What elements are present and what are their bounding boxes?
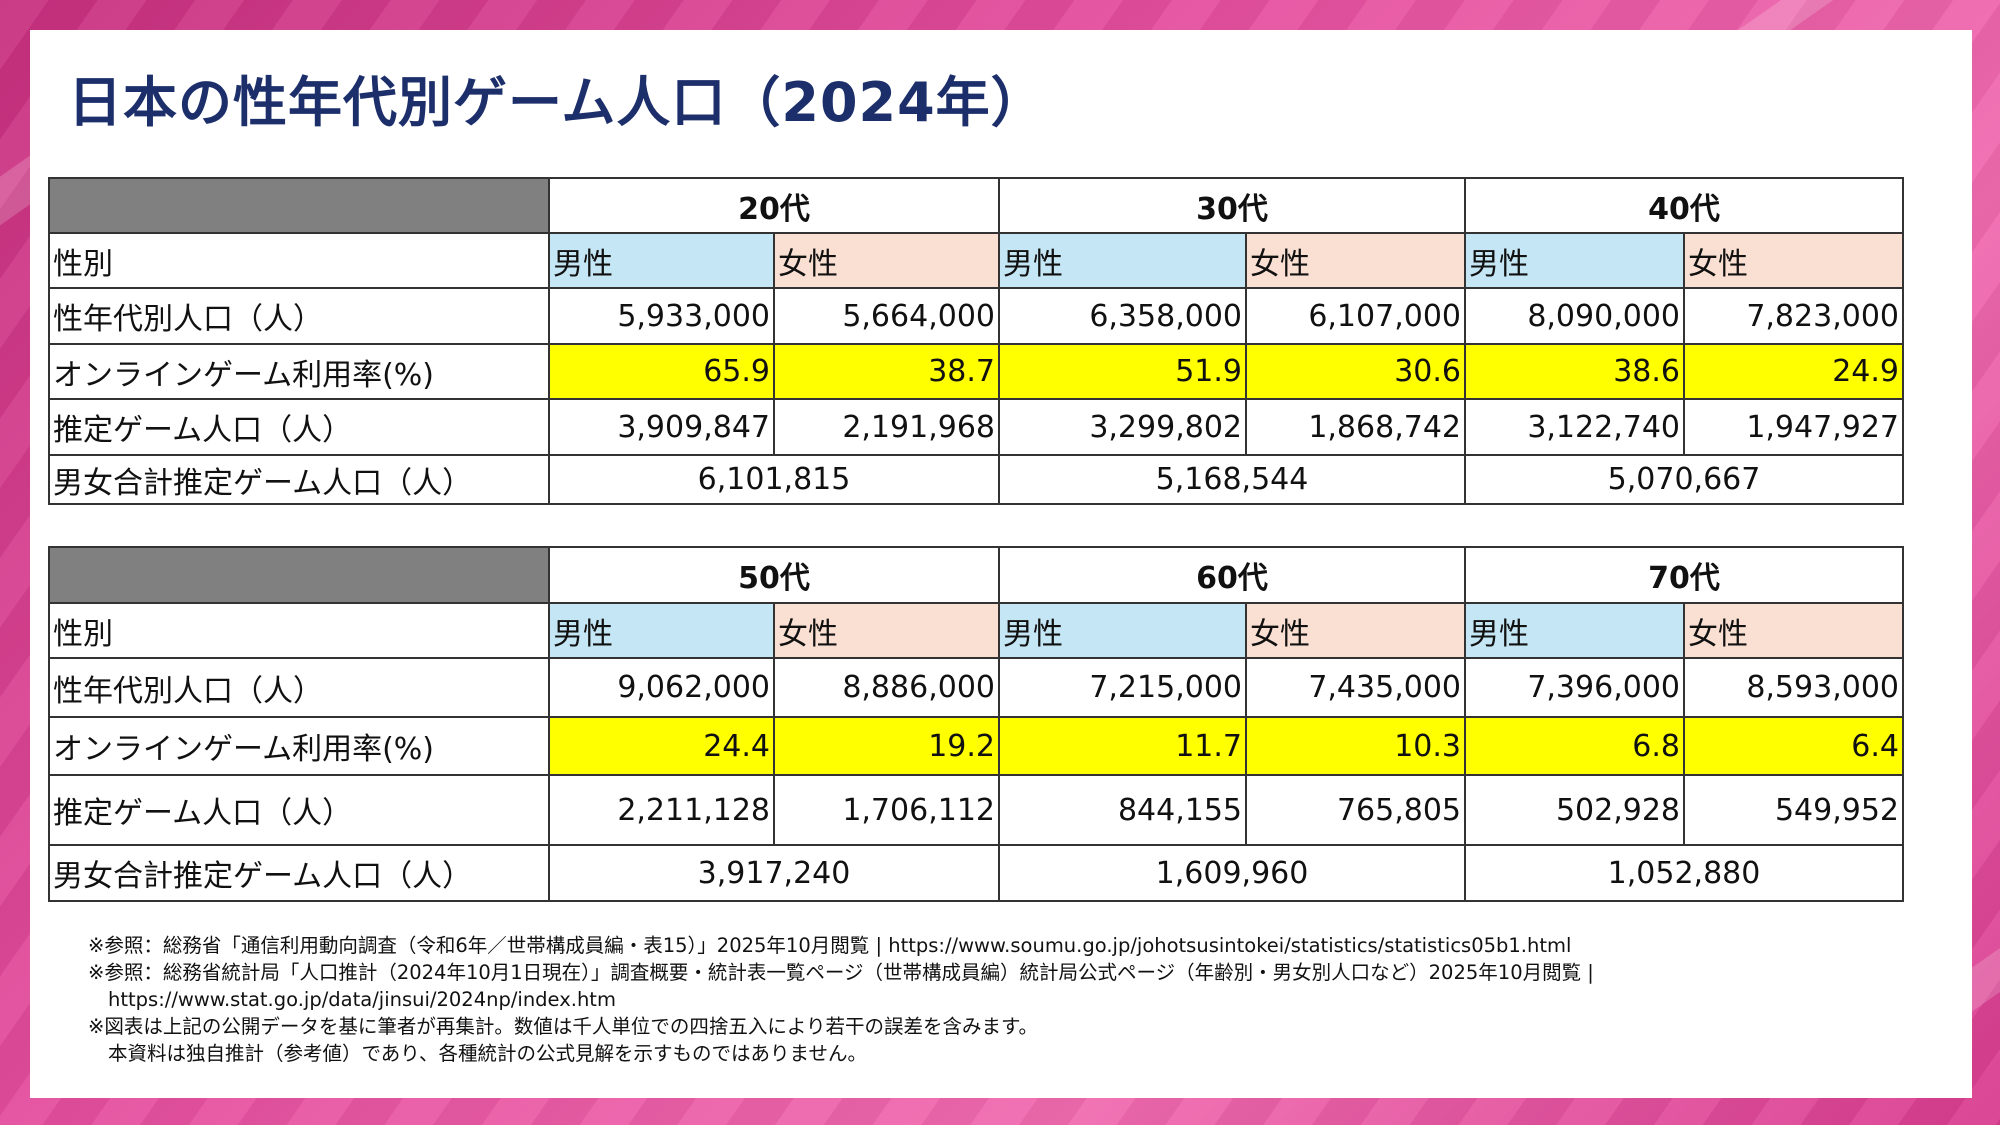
stats-table-50s-70s: 50代 60代 70代 性別 男性 女性 男性 女性 男性 女性 性年代別人口（… <box>48 546 1904 902</box>
gender-header-female: 女性 <box>1683 602 1904 659</box>
row-label-rate: オンラインゲーム利用率(%) <box>48 716 550 776</box>
gamers-cell: 844,155 <box>998 774 1247 846</box>
population-cell: 9,062,000 <box>548 657 775 718</box>
gender-header-male: 男性 <box>998 232 1247 289</box>
row-label-total: 男女合計推定ゲーム人口（人） <box>48 844 550 902</box>
gamers-cell: 2,211,128 <box>548 774 775 846</box>
gender-header-female: 女性 <box>773 602 1000 659</box>
gamers-cell: 549,952 <box>1683 774 1904 846</box>
header-corner-cell <box>48 177 550 234</box>
rate-cell: 24.9 <box>1683 343 1904 400</box>
age-group-header: 70代 <box>1464 546 1904 604</box>
source-note: ※参照：総務省統計局「人口推計（2024年10月1日現在）」調査概要・統計表一覧… <box>88 961 1594 984</box>
rate-cell: 11.7 <box>998 716 1247 776</box>
stats-table-20s-40s: 20代 30代 40代 性別 男性 女性 男性 女性 男性 女性 性年代別人口（… <box>48 177 1904 505</box>
total-cell: 3,917,240 <box>548 844 1000 902</box>
header-corner-cell <box>48 546 550 604</box>
population-cell: 5,664,000 <box>773 287 1000 345</box>
row-label-gamers: 推定ゲーム人口（人） <box>48 398 550 456</box>
gamers-cell: 1,706,112 <box>773 774 1000 846</box>
source-notes: ※参照：総務省「通信利用動向調査（令和6年／世帯構成員編・表15）」2025年1… <box>88 932 1594 1067</box>
disclaimer-note: 本資料は独自推計（参考値）であり、各種統計の公式見解を示すものではありません。 <box>108 1042 867 1065</box>
total-cell: 5,168,544 <box>998 454 1466 505</box>
population-cell: 6,358,000 <box>998 287 1247 345</box>
rate-cell: 6.4 <box>1683 716 1904 776</box>
row-label-population: 性年代別人口（人） <box>48 657 550 718</box>
population-cell: 6,107,000 <box>1245 287 1466 345</box>
population-cell: 8,090,000 <box>1464 287 1685 345</box>
age-group-header: 30代 <box>998 177 1466 234</box>
gamers-cell: 1,947,927 <box>1683 398 1904 456</box>
population-cell: 7,396,000 <box>1464 657 1685 718</box>
population-cell: 7,215,000 <box>998 657 1247 718</box>
gender-header-male: 男性 <box>998 602 1247 659</box>
age-group-header: 40代 <box>1464 177 1904 234</box>
age-group-header: 20代 <box>548 177 1000 234</box>
gender-header-female: 女性 <box>1245 602 1466 659</box>
population-cell: 8,593,000 <box>1683 657 1904 718</box>
gamers-cell: 3,122,740 <box>1464 398 1685 456</box>
gender-header-male: 男性 <box>1464 602 1685 659</box>
age-group-header: 50代 <box>548 546 1000 604</box>
row-label-gender: 性別 <box>48 602 550 659</box>
row-label-gamers: 推定ゲーム人口（人） <box>48 774 550 846</box>
gender-header-female: 女性 <box>1245 232 1466 289</box>
row-label-gender: 性別 <box>48 232 550 289</box>
rate-cell: 38.6 <box>1464 343 1685 400</box>
source-note: ※参照：総務省「通信利用動向調査（令和6年／世帯構成員編・表15）」2025年1… <box>88 934 1572 957</box>
rate-cell: 10.3 <box>1245 716 1466 776</box>
age-group-header: 60代 <box>998 546 1466 604</box>
population-cell: 5,933,000 <box>548 287 775 345</box>
rate-cell: 30.6 <box>1245 343 1466 400</box>
source-note-url: https://www.stat.go.jp/data/jinsui/2024n… <box>108 988 616 1011</box>
rate-cell: 19.2 <box>773 716 1000 776</box>
gamers-cell: 1,868,742 <box>1245 398 1466 456</box>
gamers-cell: 765,805 <box>1245 774 1466 846</box>
gender-header-male: 男性 <box>1464 232 1685 289</box>
gamers-cell: 3,299,802 <box>998 398 1247 456</box>
gamers-cell: 502,928 <box>1464 774 1685 846</box>
gender-header-female: 女性 <box>773 232 1000 289</box>
total-cell: 1,609,960 <box>998 844 1466 902</box>
row-label-total: 男女合計推定ゲーム人口（人） <box>48 454 550 505</box>
gender-header-male: 男性 <box>548 602 775 659</box>
page-title: 日本の性年代別ゲーム人口（2024年） <box>68 71 1046 134</box>
rate-cell: 65.9 <box>548 343 775 400</box>
population-cell: 7,435,000 <box>1245 657 1466 718</box>
gamers-cell: 2,191,968 <box>773 398 1000 456</box>
total-cell: 5,070,667 <box>1464 454 1904 505</box>
row-label-rate: オンラインゲーム利用率(%) <box>48 343 550 400</box>
population-cell: 8,886,000 <box>773 657 1000 718</box>
gamers-cell: 3,909,847 <box>548 398 775 456</box>
population-cell: 7,823,000 <box>1683 287 1904 345</box>
rate-cell: 38.7 <box>773 343 1000 400</box>
row-label-population: 性年代別人口（人） <box>48 287 550 345</box>
rate-cell: 51.9 <box>998 343 1247 400</box>
rate-cell: 24.4 <box>548 716 775 776</box>
gender-header-female: 女性 <box>1683 232 1904 289</box>
rate-cell: 6.8 <box>1464 716 1685 776</box>
disclaimer-note: ※図表は上記の公開データを基に筆者が再集計。数値は千人単位での四捨五入により若干… <box>88 1015 1038 1038</box>
gender-header-male: 男性 <box>548 232 775 289</box>
total-cell: 1,052,880 <box>1464 844 1904 902</box>
total-cell: 6,101,815 <box>548 454 1000 505</box>
